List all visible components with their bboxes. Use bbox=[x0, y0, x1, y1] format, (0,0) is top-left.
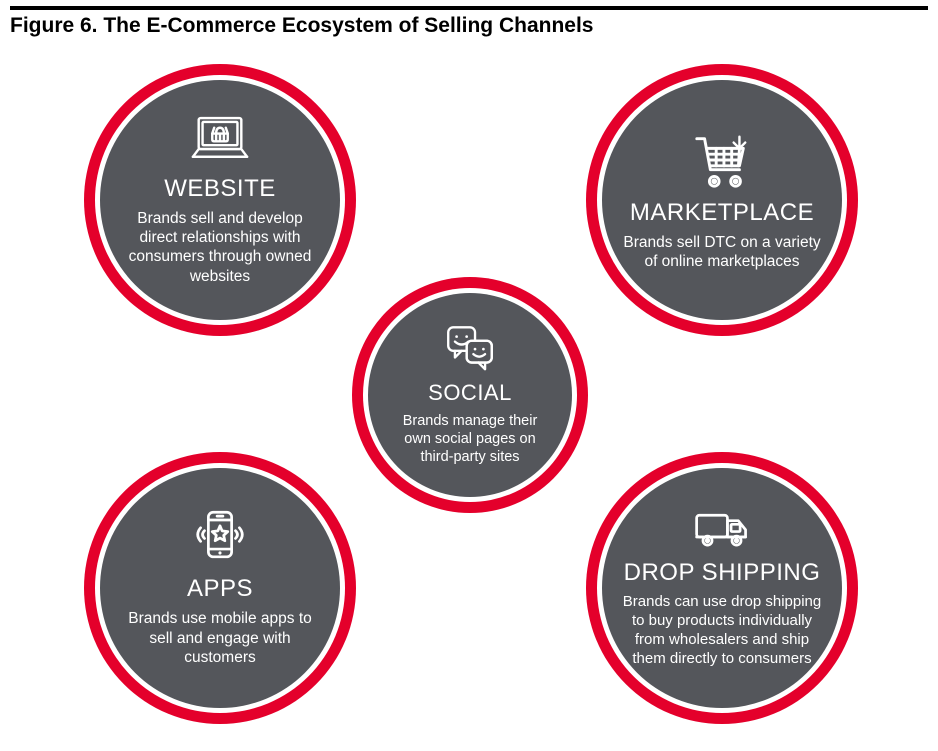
bubble-gap-ring: MARKETPLACE Brands sell DTC on a variety … bbox=[597, 75, 847, 325]
bubble-gap-ring: APPS Brands use mobile apps to sell and e… bbox=[95, 463, 345, 713]
bubble-title-social: SOCIAL bbox=[428, 380, 512, 406]
bubble-desc-dropshipping: Brands can use drop shipping to buy prod… bbox=[622, 593, 822, 668]
bubble-title-marketplace: MARKETPLACE bbox=[630, 199, 814, 227]
bubble-title-website: WEBSITE bbox=[164, 175, 276, 203]
diagram-canvas: WEBSITE Brands sell and develop direct re… bbox=[0, 0, 938, 751]
bubble-gap-ring: DROP SHIPPING Brands can use drop shippin… bbox=[597, 463, 847, 713]
bubble-apps: APPS Brands use mobile apps to sell and e… bbox=[84, 452, 356, 724]
bubble-inner-apps: APPS Brands use mobile apps to sell and e… bbox=[100, 468, 340, 708]
bubble-inner-marketplace: MARKETPLACE Brands sell DTC on a variety … bbox=[602, 80, 842, 320]
bubble-social: SOCIAL Brands manage their own social pag… bbox=[352, 277, 588, 513]
chat-smiles-icon bbox=[443, 324, 497, 373]
bubble-inner-social: SOCIAL Brands manage their own social pag… bbox=[368, 293, 572, 497]
bubble-website: WEBSITE Brands sell and develop direct re… bbox=[84, 64, 356, 336]
bubble-desc-apps: Brands use mobile apps to sell and engag… bbox=[120, 609, 320, 667]
bubble-title-apps: APPS bbox=[187, 575, 253, 603]
bubble-title-dropshipping: DROP SHIPPING bbox=[624, 559, 821, 587]
bubble-inner-dropshipping: DROP SHIPPING Brands can use drop shippin… bbox=[602, 468, 842, 708]
truck-icon bbox=[693, 508, 751, 552]
bubble-desc-marketplace: Brands sell DTC on a variety of online m… bbox=[622, 233, 822, 272]
bubble-gap-ring: SOCIAL Brands manage their own social pag… bbox=[363, 288, 577, 502]
phone-star-icon bbox=[189, 508, 251, 567]
bubble-desc-social: Brands manage their own social pages on … bbox=[388, 412, 552, 466]
laptop-basket-icon bbox=[189, 114, 251, 167]
bubble-desc-website: Brands sell and develop direct relations… bbox=[120, 209, 320, 287]
bubble-dropshipping: DROP SHIPPING Brands can use drop shippin… bbox=[586, 452, 858, 724]
shopping-cart-icon bbox=[691, 129, 753, 191]
bubble-marketplace: MARKETPLACE Brands sell DTC on a variety … bbox=[586, 64, 858, 336]
bubble-gap-ring: WEBSITE Brands sell and develop direct re… bbox=[95, 75, 345, 325]
bubble-inner-website: WEBSITE Brands sell and develop direct re… bbox=[100, 80, 340, 320]
